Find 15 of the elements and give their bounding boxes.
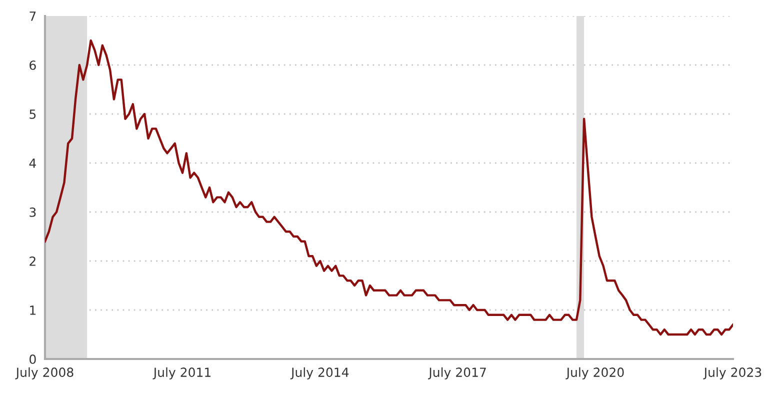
- x-tick-label: July 2017: [428, 367, 486, 380]
- line-series: [45, 39, 733, 336]
- y-tick-label: 6: [30, 60, 36, 70]
- y-tick-label: 4: [29, 158, 36, 168]
- y-tick-label: 5: [30, 110, 36, 119]
- y-tick-label: 7: [30, 12, 36, 21]
- y-tick-label: 3: [30, 207, 36, 217]
- x-tick-label: July 2011: [152, 367, 210, 380]
- y-tick-label: 0: [30, 354, 36, 364]
- x-tick-label: July 2023: [703, 367, 762, 380]
- x-tick-label: July 2014: [290, 367, 349, 380]
- y-tick-label: 1: [30, 306, 36, 315]
- x-tick-label: July 2008: [15, 367, 74, 380]
- y-tick-label: 2: [30, 256, 36, 266]
- x-tick-label: July 2020: [566, 367, 624, 380]
